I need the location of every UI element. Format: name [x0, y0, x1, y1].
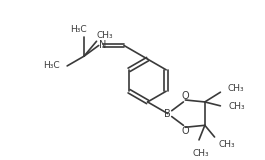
Text: CH₃: CH₃	[218, 140, 235, 149]
Text: B: B	[165, 109, 171, 119]
Text: CH₃: CH₃	[193, 149, 209, 158]
Text: O: O	[182, 126, 189, 136]
Text: O: O	[182, 91, 189, 101]
Text: CH₃: CH₃	[228, 102, 245, 111]
Text: N: N	[99, 40, 106, 50]
Text: CH₃: CH₃	[96, 31, 113, 40]
Text: H₃C: H₃C	[70, 25, 86, 34]
Text: H₃C: H₃C	[43, 61, 59, 70]
Text: CH₃: CH₃	[227, 84, 244, 93]
